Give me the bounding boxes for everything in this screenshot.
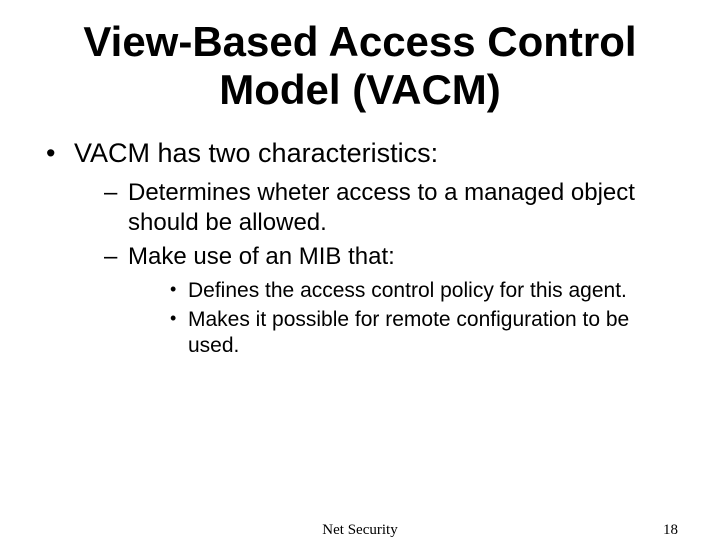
list-item: Make use of an MIB that: Defines the acc… <box>74 242 684 359</box>
list-item-text: VACM has two characteristics: <box>74 138 438 168</box>
list-item-text: Determines wheter access to a managed ob… <box>128 179 635 236</box>
bullet-list-lvl1: VACM has two characteristics: Determines… <box>36 137 684 360</box>
list-item: Makes it possible for remote configurati… <box>128 307 684 360</box>
list-item: Defines the access control policy for th… <box>128 278 684 304</box>
list-item-text: Makes it possible for remote configurati… <box>188 308 629 357</box>
bullet-list-lvl2: Determines wheter access to a managed ob… <box>74 178 684 359</box>
bullet-list-lvl3: Defines the access control policy for th… <box>128 278 684 359</box>
slide-title: View-Based Access Control Model (VACM) <box>36 18 684 115</box>
slide-body: VACM has two characteristics: Determines… <box>36 137 684 360</box>
footer-center-text: Net Security <box>322 522 397 539</box>
list-item-text: Make use of an MIB that: <box>128 243 395 270</box>
slide: View-Based Access Control Model (VACM) V… <box>0 0 720 540</box>
footer-page-number: 18 <box>663 522 678 539</box>
list-item-text: Defines the access control policy for th… <box>188 279 627 302</box>
list-item: VACM has two characteristics: Determines… <box>36 137 684 360</box>
list-item: Determines wheter access to a managed ob… <box>74 178 684 238</box>
